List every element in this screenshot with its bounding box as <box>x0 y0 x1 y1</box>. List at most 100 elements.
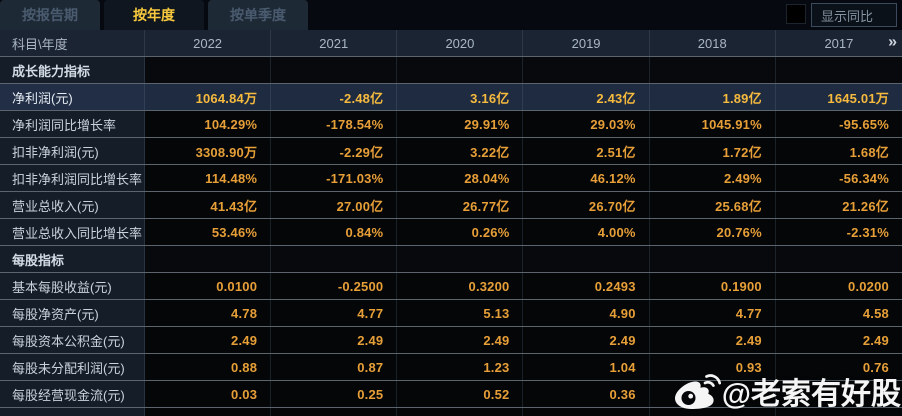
year-column-header[interactable]: 2021 <box>271 30 398 56</box>
table-row[interactable]: 营业总收入(元) 41.43亿 27.00亿 26.77亿 26.70亿 25.68亿 21… <box>0 192 902 219</box>
cell-value: 29.03% <box>523 111 650 137</box>
cell-value: 4.78 <box>145 300 272 326</box>
cell-value: 2.51亿 <box>523 138 650 164</box>
row-label: 每股指标 <box>0 246 145 272</box>
show-yoy-checkbox[interactable] <box>786 4 806 24</box>
table-row[interactable]: 净利润同比增长率 104.29% -178.54% 29.91% 29.03% 1045.… <box>0 111 902 138</box>
show-yoy-label[interactable]: 显示同比 <box>811 3 897 27</box>
row-label: 净利润同比增长率 <box>0 111 145 137</box>
row-label: 营业总收入同比增长率 <box>0 219 145 245</box>
cell-value: 2.49 <box>397 327 524 353</box>
cell-value: -2.48亿 <box>271 84 398 110</box>
cell-value <box>397 57 524 83</box>
cell-value <box>145 246 272 272</box>
row-label: 每股未分配利润(元) <box>0 354 145 380</box>
cell-value: 4.77 <box>271 300 398 326</box>
table-row[interactable]: 每股资本公积金(元) 2.49 2.49 2.49 2.49 2.49 2.49 <box>0 327 902 354</box>
year-column-header[interactable]: 2022 <box>145 30 272 56</box>
filler-cell <box>145 408 272 416</box>
cell-value: 28.04% <box>397 165 524 191</box>
corner-label: 科目\年度 <box>0 30 145 56</box>
financial-table: 科目\年度 2022 2021 2020 2019 2018 2017 » 成长… <box>0 30 902 416</box>
table-row[interactable]: 每股净资产(元) 4.78 4.77 5.13 4.90 4.77 4.58 <box>0 300 902 327</box>
cell-value: -171.03% <box>271 165 398 191</box>
cell-value: -178.54% <box>271 111 398 137</box>
filler-cell <box>397 408 524 416</box>
row-label: 净利润(元) <box>0 84 145 110</box>
cell-value <box>271 57 398 83</box>
cell-value: -2.29亿 <box>271 138 398 164</box>
cell-value: 1.23 <box>397 354 524 380</box>
cell-value <box>523 57 650 83</box>
cell-value: 0.03 <box>145 381 272 407</box>
cell-value: 1.72亿 <box>649 138 776 164</box>
table-body: 成长能力指标 净利润(元) 1064.84万 -2.48亿 3.16亿 2.43亿 1.89… <box>0 57 902 416</box>
tab-by-single-quarter[interactable]: 按单季度 <box>208 0 308 30</box>
filler-cell <box>523 408 650 416</box>
cell-value: 4.58 <box>775 300 902 326</box>
table-row[interactable]: 每股经营现金流(元) 0.03 0.25 0.52 0.36 <box>0 381 902 408</box>
cell-value: 2.49 <box>775 327 902 353</box>
cell-value: 2.49 <box>523 327 650 353</box>
cell-value: 0.0200 <box>775 273 902 299</box>
cell-value: 0.36 <box>523 381 650 407</box>
year-column-header[interactable]: 2019 <box>523 30 650 56</box>
cell-value: 1064.84万 <box>145 84 272 110</box>
cell-value: 1045.91% <box>649 111 776 137</box>
table-row[interactable]: 营业总收入同比增长率 53.46% 0.84% 0.26% 4.00% 20.76% -2.… <box>0 219 902 246</box>
cell-value: 0.87 <box>271 354 398 380</box>
cell-value: 0.76 <box>775 354 902 380</box>
table-row[interactable]: 扣非净利润同比增长率 114.48% -171.03% 28.04% 46.12% 2.4… <box>0 165 902 192</box>
cell-value: 21.26亿 <box>775 192 902 218</box>
year-column-header[interactable]: 2017 » <box>775 30 902 56</box>
cell-value <box>775 381 902 407</box>
cell-value: 4.00% <box>523 219 650 245</box>
tab-by-report-period[interactable]: 按报告期 <box>0 0 100 30</box>
table-row[interactable]: 每股未分配利润(元) 0.88 0.87 1.23 1.04 0.93 0.76 <box>0 354 902 381</box>
cell-value: 1.89亿 <box>649 84 776 110</box>
year-column-header[interactable]: 2020 <box>397 30 524 56</box>
filler-cell <box>649 408 776 416</box>
cell-value: -56.34% <box>775 165 902 191</box>
cell-value: 0.84% <box>271 219 398 245</box>
cell-value: 0.93 <box>649 354 776 380</box>
cell-value: 53.46% <box>145 219 272 245</box>
row-label: 成长能力指标 <box>0 57 145 83</box>
cell-value: 4.77 <box>649 300 776 326</box>
cell-value: 3308.90万 <box>145 138 272 164</box>
filler-cell <box>0 408 145 416</box>
cell-value: 41.43亿 <box>145 192 272 218</box>
cell-value: 0.25 <box>271 381 398 407</box>
cell-value: 0.26% <box>397 219 524 245</box>
more-years-icon[interactable]: » <box>888 33 897 51</box>
cell-value: 27.00亿 <box>271 192 398 218</box>
cell-value: -2.31% <box>775 219 902 245</box>
cell-value: 0.3200 <box>397 273 524 299</box>
row-label: 每股经营现金流(元) <box>0 381 145 407</box>
cell-value: 114.48% <box>145 165 272 191</box>
table-row[interactable]: 基本每股收益(元) 0.0100 -0.2500 0.3200 0.2493 0.1900… <box>0 273 902 300</box>
cell-value: 0.1900 <box>649 273 776 299</box>
table-header-row: 科目\年度 2022 2021 2020 2019 2018 2017 » <box>0 30 902 57</box>
cell-value: 0.52 <box>397 381 524 407</box>
year-column-header[interactable]: 2018 <box>649 30 776 56</box>
cell-value: 1.04 <box>523 354 650 380</box>
table-row[interactable]: 每股指标 <box>0 246 902 273</box>
filler-cell <box>271 408 398 416</box>
table-row[interactable]: 扣非净利润(元) 3308.90万 -2.29亿 3.22亿 2.51亿 1.72亿 1.6… <box>0 138 902 165</box>
table-row[interactable]: 成长能力指标 <box>0 57 902 84</box>
filler-cell <box>775 408 902 416</box>
cell-value <box>775 246 902 272</box>
cell-value: 0.88 <box>145 354 272 380</box>
cell-value: 29.91% <box>397 111 524 137</box>
row-label: 营业总收入(元) <box>0 192 145 218</box>
cell-value: -95.65% <box>775 111 902 137</box>
year-label: 2017 <box>824 35 854 51</box>
row-label: 基本每股收益(元) <box>0 273 145 299</box>
table-row[interactable]: 净利润(元) 1064.84万 -2.48亿 3.16亿 2.43亿 1.89亿 1645.… <box>0 84 902 111</box>
period-tabbar: 按报告期 按年度 按单季度 <box>0 0 902 30</box>
cell-value: 5.13 <box>397 300 524 326</box>
cell-value: 2.43亿 <box>523 84 650 110</box>
cell-value: 104.29% <box>145 111 272 137</box>
tab-by-year[interactable]: 按年度 <box>104 0 204 30</box>
